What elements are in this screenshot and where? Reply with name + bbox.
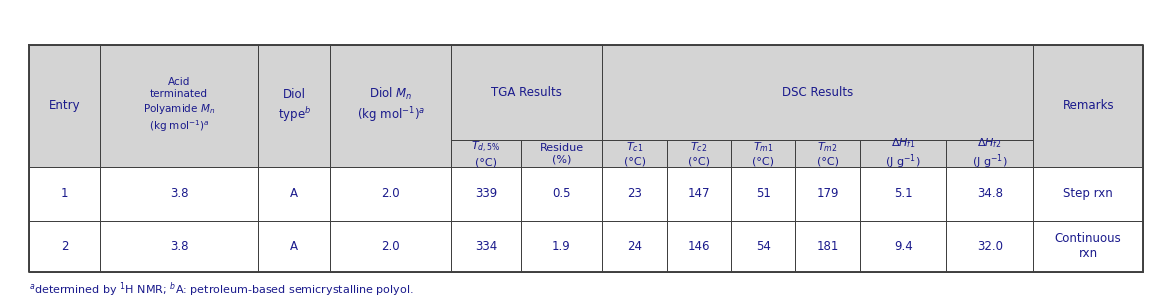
Text: Residue
(%): Residue (%) xyxy=(539,142,583,165)
Text: 2: 2 xyxy=(61,240,68,253)
Bar xyxy=(258,167,330,220)
Text: DSC Results: DSC Results xyxy=(782,86,853,99)
Text: $\Delta H_{f1}$
(J g$^{-1}$): $\Delta H_{f1}$ (J g$^{-1}$) xyxy=(885,136,921,171)
Bar xyxy=(795,167,860,220)
Bar xyxy=(451,220,520,272)
Text: $T_{m2}$
(°C): $T_{m2}$ (°C) xyxy=(817,141,838,166)
Text: Step rxn: Step rxn xyxy=(1064,187,1113,200)
Bar xyxy=(666,140,731,167)
Text: 334: 334 xyxy=(475,240,497,253)
Text: 34.8: 34.8 xyxy=(977,187,1003,200)
Bar xyxy=(602,220,666,272)
Text: 9.4: 9.4 xyxy=(894,240,913,253)
Bar xyxy=(520,167,602,220)
Text: Diol
type$^b$: Diol type$^b$ xyxy=(277,88,311,123)
Text: 3.8: 3.8 xyxy=(170,187,188,200)
Bar xyxy=(947,167,1033,220)
Text: 2.0: 2.0 xyxy=(381,187,400,200)
Text: 147: 147 xyxy=(687,187,710,200)
Text: 1: 1 xyxy=(61,187,68,200)
Text: $T_{c1}$
(°C): $T_{c1}$ (°C) xyxy=(623,141,645,166)
Bar xyxy=(666,220,731,272)
Bar xyxy=(451,45,602,140)
Bar xyxy=(1033,167,1143,220)
Bar xyxy=(451,167,520,220)
Bar xyxy=(602,167,666,220)
Text: 1.9: 1.9 xyxy=(552,240,570,253)
Text: A: A xyxy=(290,187,298,200)
Bar xyxy=(731,167,795,220)
Text: $^a$determined by $^1$H NMR; $^b$A: petroleum-based semicrystalline polyol.: $^a$determined by $^1$H NMR; $^b$A: petr… xyxy=(29,281,414,299)
Bar xyxy=(330,220,451,272)
Bar xyxy=(947,140,1033,167)
Bar xyxy=(258,220,330,272)
Bar xyxy=(602,140,666,167)
Bar xyxy=(99,167,258,220)
Bar xyxy=(258,45,330,167)
Bar xyxy=(1033,220,1143,272)
Bar xyxy=(860,167,947,220)
Bar xyxy=(29,167,99,220)
Bar xyxy=(29,45,99,167)
Text: 0.5: 0.5 xyxy=(552,187,570,200)
Text: $T_{c2}$
(°C): $T_{c2}$ (°C) xyxy=(687,141,710,166)
Bar xyxy=(731,140,795,167)
Bar xyxy=(29,220,99,272)
Text: 32.0: 32.0 xyxy=(977,240,1003,253)
Text: 181: 181 xyxy=(816,240,839,253)
Bar xyxy=(520,220,602,272)
Bar xyxy=(99,45,258,167)
Bar xyxy=(451,140,520,167)
Bar xyxy=(731,220,795,272)
Text: A: A xyxy=(290,240,298,253)
Text: $\Delta H_{f2}$
(J g$^{-1}$): $\Delta H_{f2}$ (J g$^{-1}$) xyxy=(971,136,1008,171)
Bar xyxy=(602,45,1033,140)
Text: Remarks: Remarks xyxy=(1063,99,1114,112)
Text: 146: 146 xyxy=(687,240,710,253)
Bar xyxy=(860,220,947,272)
Text: 5.1: 5.1 xyxy=(894,187,913,200)
Text: $T_{d,5\%}$
(°C): $T_{d,5\%}$ (°C) xyxy=(471,140,500,167)
Bar xyxy=(330,45,451,167)
Text: Acid
terminated
Polyamide $M_n$
(kg mol$^{-1}$)$^a$: Acid terminated Polyamide $M_n$ (kg mol$… xyxy=(143,77,215,134)
Text: 179: 179 xyxy=(816,187,839,200)
Text: 54: 54 xyxy=(756,240,770,253)
Bar xyxy=(795,220,860,272)
Text: 24: 24 xyxy=(627,240,642,253)
Text: 3.8: 3.8 xyxy=(170,240,188,253)
Bar xyxy=(666,167,731,220)
Text: 339: 339 xyxy=(475,187,497,200)
Text: TGA Results: TGA Results xyxy=(491,86,562,99)
Bar xyxy=(795,140,860,167)
Text: 2.0: 2.0 xyxy=(381,240,400,253)
Text: Entry: Entry xyxy=(49,99,81,112)
Bar xyxy=(330,167,451,220)
Bar xyxy=(520,140,602,167)
Text: Continuous
rxn: Continuous rxn xyxy=(1054,232,1121,260)
Text: Diol $M_n$
(kg mol$^{-1}$)$^a$: Diol $M_n$ (kg mol$^{-1}$)$^a$ xyxy=(357,86,424,126)
Bar xyxy=(1033,45,1143,167)
Text: 51: 51 xyxy=(756,187,770,200)
Text: $T_{m1}$
(°C): $T_{m1}$ (°C) xyxy=(753,141,774,166)
Text: 23: 23 xyxy=(627,187,642,200)
Bar xyxy=(860,140,947,167)
Bar xyxy=(99,220,258,272)
Bar xyxy=(947,220,1033,272)
